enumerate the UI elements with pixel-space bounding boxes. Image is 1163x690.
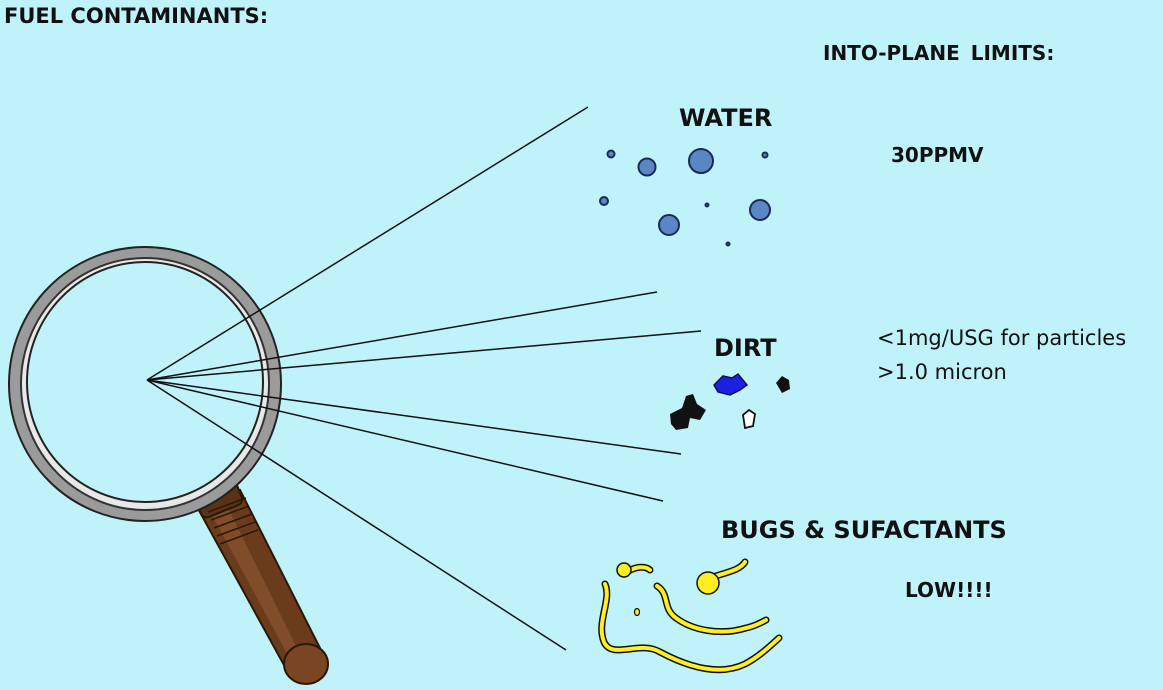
limit-value-water: 30PPMV xyxy=(891,143,984,167)
page-title: FUEL CONTAMINANTS: xyxy=(4,4,269,28)
dirt-particles-icon xyxy=(670,372,790,430)
contaminant-label-bugs: BUGS & SUFACTANTS xyxy=(721,516,1007,544)
water-drops-icon xyxy=(599,148,771,247)
limit-value-dirt-line1: <1mg/USG for particles xyxy=(877,326,1127,350)
contaminant-label-dirt: DIRT xyxy=(714,334,777,362)
limit-value-dirt-line2: >1.0 micron xyxy=(877,360,1007,384)
magnifier-rays xyxy=(146,106,702,651)
contaminant-label-water: WATER xyxy=(679,104,773,132)
magnifying-glass-icon xyxy=(8,246,329,685)
limits-header: INTO-PLANE LIMITS: xyxy=(823,41,1055,65)
limit-value-bugs: LOW!!!! xyxy=(905,578,993,602)
bugs-squiggles-icon xyxy=(598,558,783,674)
